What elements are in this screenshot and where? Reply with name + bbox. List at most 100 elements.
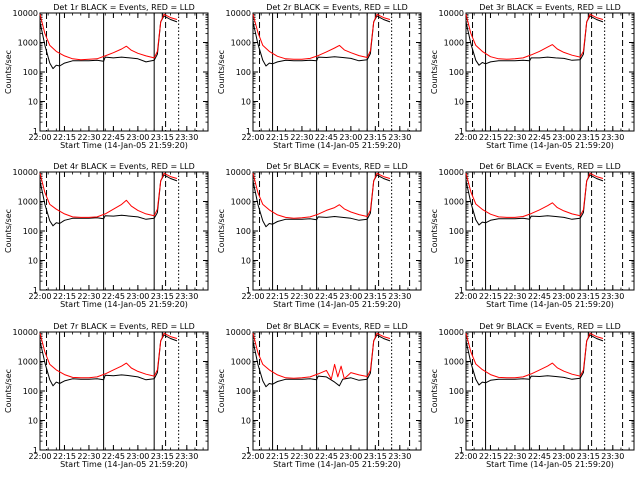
x-tick-label: 22:00	[454, 292, 477, 301]
y-tick-label: 10	[28, 417, 38, 426]
y-axis-label: Counts/sec	[430, 369, 439, 413]
x-tick-label: 22:45	[315, 133, 338, 142]
x-tick-label: 23:15	[577, 133, 600, 142]
x-tick-label: 22:45	[315, 292, 338, 301]
x-tick-label: 22:15	[266, 133, 289, 142]
x-tick-label: 22:15	[479, 133, 502, 142]
y-tick-label: 10000	[13, 328, 38, 337]
x-tick-label: 23:30	[601, 133, 624, 142]
series-events-line	[252, 174, 391, 228]
x-tick-label: 22:30	[290, 452, 313, 461]
y-axis-label: Counts/sec	[4, 209, 13, 253]
x-tick-label: 23:15	[151, 292, 174, 301]
x-tick-label: 22:15	[53, 292, 76, 301]
x-tick-label: 22:15	[53, 452, 76, 461]
y-tick-label: 10	[454, 98, 464, 107]
plot-frame	[39, 331, 209, 451]
series-events-line	[39, 174, 178, 227]
x-tick-label: 22:30	[77, 452, 100, 461]
x-tick-label: 23:00	[126, 452, 149, 461]
plot-frame	[252, 171, 422, 291]
y-tick-label: 1000	[444, 358, 464, 367]
x-tick-label: 23:15	[151, 452, 174, 461]
y-tick-label: 100	[23, 387, 38, 396]
series-events-line	[465, 334, 604, 386]
y-tick-label: 10000	[226, 168, 251, 177]
y-tick-label: 10000	[439, 9, 464, 18]
x-tick-label: 22:00	[241, 292, 264, 301]
x-tick-label: 23:30	[388, 452, 411, 461]
y-tick-label: 1000	[18, 358, 38, 367]
x-tick-label: 23:00	[126, 292, 149, 301]
plot-frame	[465, 12, 635, 132]
x-tick-label: 23:00	[552, 292, 575, 301]
x-tick-label: 22:00	[28, 452, 51, 461]
panel-5: Det 5r BLACK = Events, RED = LLD 1 10 100 10…	[217, 162, 422, 309]
x-axis-label: Start Time (14-Jan-05 21:59:20)	[273, 460, 401, 469]
x-tick-label: 23:30	[175, 292, 198, 301]
y-tick-label: 1	[246, 446, 251, 455]
series-lld-line	[39, 332, 178, 379]
y-tick-label: 1000	[444, 39, 464, 48]
x-axis-label: Start Time (14-Jan-05 21:59:20)	[273, 300, 401, 309]
y-axis-label: Counts/sec	[217, 209, 226, 253]
y-tick-label: 1000	[18, 198, 38, 207]
x-tick-label: 22:30	[77, 133, 100, 142]
y-tick-label: 1	[246, 286, 251, 295]
x-axis-label: Start Time (14-Jan-05 21:59:20)	[60, 460, 188, 469]
x-tick-label: 22:30	[77, 292, 100, 301]
panel-9: Det 9r BLACK = Events, RED = LLD 1 10 100 10…	[430, 322, 635, 469]
series-events-line	[252, 334, 391, 388]
y-tick-label: 10000	[226, 328, 251, 337]
y-tick-label: 10000	[226, 9, 251, 18]
x-tick-label: 22:00	[28, 292, 51, 301]
x-tick-label: 22:15	[266, 452, 289, 461]
x-tick-label: 22:30	[503, 452, 526, 461]
x-tick-label: 22:15	[479, 452, 502, 461]
y-tick-label: 10	[454, 257, 464, 266]
y-tick-label: 100	[449, 387, 464, 396]
x-axis-label: Start Time (14-Jan-05 21:59:20)	[486, 300, 614, 309]
y-tick-label: 1	[459, 286, 464, 295]
panel-7: Det 7r BLACK = Events, RED = LLD 1 10 100 10…	[4, 322, 209, 469]
x-tick-label: 22:45	[528, 452, 551, 461]
x-tick-label: 22:15	[53, 133, 76, 142]
x-tick-label: 22:00	[241, 133, 264, 142]
panel-title: Det 7r BLACK = Events, RED = LLD	[53, 322, 195, 331]
x-tick-label: 23:30	[175, 133, 198, 142]
x-tick-label: 22:15	[479, 292, 502, 301]
y-tick-label: 1	[246, 127, 251, 136]
panel-title: Det 9r BLACK = Events, RED = LLD	[479, 322, 621, 331]
x-tick-label: 23:00	[339, 292, 362, 301]
x-axis-label: Start Time (14-Jan-05 21:59:20)	[60, 300, 188, 309]
series-lld-line	[252, 13, 391, 60]
x-axis-label: Start Time (14-Jan-05 21:59:20)	[273, 141, 401, 150]
y-axis-label: Counts/sec	[4, 50, 13, 94]
y-tick-label: 1000	[231, 39, 251, 48]
plot-frame	[465, 171, 635, 291]
y-tick-label: 1	[33, 446, 38, 455]
y-tick-label: 10	[241, 98, 251, 107]
y-tick-label: 100	[236, 68, 251, 77]
series-lld-line	[39, 172, 178, 218]
y-tick-label: 100	[23, 68, 38, 77]
panel-title: Det 5r BLACK = Events, RED = LLD	[266, 162, 408, 171]
y-axis-label: Counts/sec	[217, 369, 226, 413]
x-tick-label: 23:15	[577, 292, 600, 301]
x-tick-label: 22:30	[290, 292, 313, 301]
panel-title: Det 4r BLACK = Events, RED = LLD	[53, 162, 195, 171]
panel-title: Det 8r BLACK = Events, RED = LLD	[266, 322, 408, 331]
series-lld-line	[252, 332, 391, 380]
x-tick-label: 23:00	[339, 133, 362, 142]
x-tick-label: 22:30	[503, 292, 526, 301]
series-events-line	[39, 334, 178, 387]
x-tick-label: 23:15	[364, 133, 387, 142]
panel-2: Det 2r BLACK = Events, RED = LLD 1 10 100 10…	[217, 3, 422, 150]
panel-8: Det 8r BLACK = Events, RED = LLD 1 10 100 10…	[217, 322, 422, 469]
y-tick-label: 1000	[231, 358, 251, 367]
x-tick-label: 23:15	[364, 292, 387, 301]
x-tick-label: 22:45	[528, 133, 551, 142]
plot-frame	[252, 331, 422, 451]
x-tick-label: 22:30	[290, 133, 313, 142]
